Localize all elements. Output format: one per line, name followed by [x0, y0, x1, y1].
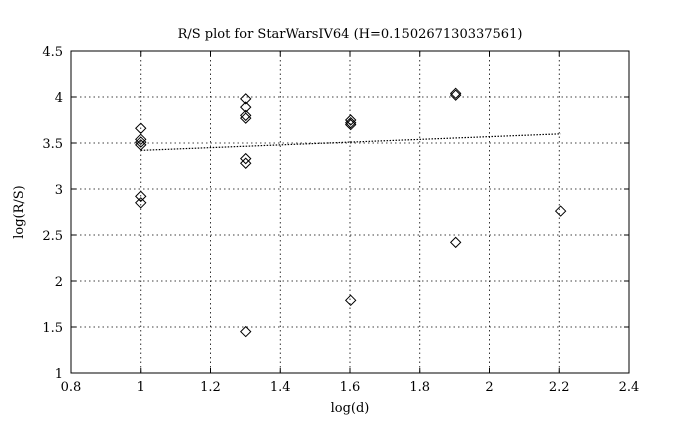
x-tick-label: 2	[485, 380, 493, 395]
x-tick-label: 0.8	[61, 380, 82, 395]
data-point-diamond	[135, 136, 147, 148]
data-point-diamond	[135, 139, 147, 151]
y-tick-label: 1.5	[42, 321, 63, 336]
x-tick-label: 1	[137, 380, 145, 395]
data-point-diamond	[240, 101, 252, 113]
x-axis-title: log(d)	[331, 401, 370, 416]
data-point-diamond	[240, 152, 252, 165]
data-point-diamond	[344, 294, 357, 307]
x-tick-label: 1.8	[409, 380, 430, 395]
data-point-diamond	[135, 190, 147, 203]
x-tick-label: 1.6	[340, 380, 361, 395]
data-point-diamond	[135, 197, 147, 209]
data-point-diamond	[449, 87, 462, 100]
grid-lines	[71, 51, 629, 373]
y-tick-label: 1	[55, 367, 63, 382]
data-points	[135, 87, 567, 338]
y-tick-labels: 1 1.5 2 2.5 3 3.5 4 4.5	[42, 45, 63, 382]
data-point-diamond	[240, 325, 252, 338]
data-point-diamond	[554, 205, 567, 217]
data-point-diamond	[240, 157, 252, 169]
y-tick-label: 2	[55, 275, 63, 290]
x-tick-labels: 0.8 1 1.2 1.4 1.6 1.8 2 2.2 2.4	[61, 380, 640, 395]
data-point-diamond	[449, 236, 462, 249]
y-tick-label: 4.5	[42, 45, 63, 60]
y-tick-label: 3	[55, 183, 63, 198]
data-point-diamond	[135, 122, 147, 134]
y-tick-label: 3.5	[42, 137, 63, 152]
data-point-diamond	[344, 114, 357, 126]
data-point-diamond	[135, 133, 147, 146]
data-point-diamond	[240, 93, 252, 105]
data-point-diamond	[240, 112, 252, 124]
x-tick-label: 1.2	[200, 380, 221, 395]
chart-title: R/S plot for StarWarsIV64 (H=0.150267130…	[178, 27, 523, 42]
data-point-diamond	[240, 109, 252, 122]
x-tick-label: 2.2	[549, 380, 570, 395]
data-point-diamond	[344, 117, 357, 129]
y-axis-title: log(R/S)	[12, 185, 27, 239]
data-point-diamond	[344, 118, 357, 131]
fit-line-group	[140, 133, 561, 151]
data-point-diamond	[449, 89, 462, 101]
x-tick-label: 1.4	[270, 380, 291, 395]
y-tick-label: 2.5	[42, 229, 63, 244]
fit-line	[140, 133, 561, 151]
axis-ticks	[70, 50, 630, 374]
plot-area	[70, 50, 630, 374]
x-tick-label: 2.4	[619, 380, 640, 395]
y-tick-label: 4	[55, 91, 63, 106]
